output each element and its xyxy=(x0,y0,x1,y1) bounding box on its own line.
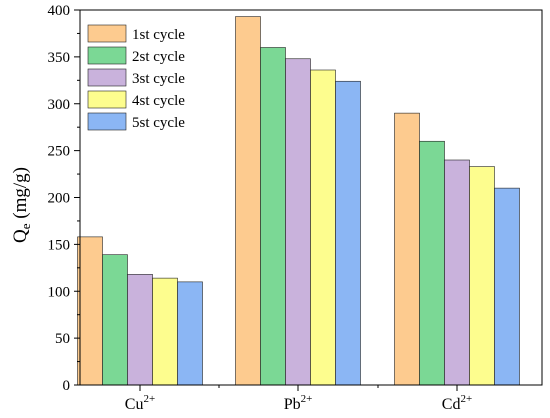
bars-group xyxy=(77,16,520,386)
y-tick-label: 250 xyxy=(48,144,71,160)
bar-cu-series-2 xyxy=(102,254,128,386)
y-tick-label: 200 xyxy=(48,191,71,207)
y-tick-label: 50 xyxy=(55,331,70,347)
legend-swatch xyxy=(87,68,127,87)
bar-pb-series-1 xyxy=(235,16,261,386)
legend-swatch xyxy=(87,24,127,43)
bar-pb-series-4 xyxy=(310,69,336,386)
y-tick-label: 150 xyxy=(48,237,71,253)
bar-cd-series-2 xyxy=(419,140,445,386)
bar-cu-series-1 xyxy=(77,236,103,386)
legend-swatch xyxy=(87,90,127,109)
bar-cd-series-5 xyxy=(494,187,520,386)
bar-pb-series-3 xyxy=(285,58,311,386)
bar-cu-series-4 xyxy=(152,277,178,386)
legend-swatch xyxy=(87,112,127,131)
y-tick-label: 400 xyxy=(48,3,71,19)
bar-cu-series-3 xyxy=(127,274,153,386)
bar-cd-series-1 xyxy=(394,112,420,386)
legend-label: 1st cycle xyxy=(132,27,185,43)
x-tick-label: Cd2+ xyxy=(442,393,472,413)
y-tick-label: 100 xyxy=(48,284,71,300)
x-ticks-group: Cu2+ Pb2+ Cd2+ xyxy=(125,385,472,413)
y-tick-label: 0 xyxy=(63,378,71,394)
bar-pb-series-5 xyxy=(335,80,361,386)
bar-pb-series-2 xyxy=(260,47,286,386)
y-tick-label: 300 xyxy=(48,97,71,113)
bar-cu-series-5 xyxy=(177,281,203,386)
x-tick-label: Pb2+ xyxy=(284,393,313,413)
y-tick-label: 350 xyxy=(48,50,71,66)
y-axis-label: Qe (mg/g) xyxy=(10,167,33,243)
legend-label: 4st cycle xyxy=(132,93,185,109)
x-tick-label: Cu2+ xyxy=(125,393,155,413)
legend-label: 2st cycle xyxy=(132,49,185,65)
legend-label: 3st cycle xyxy=(132,71,185,87)
legend-label: 5st cycle xyxy=(132,115,185,131)
bar-cd-series-3 xyxy=(444,159,470,386)
legend-swatch xyxy=(87,46,127,65)
y-ticks-group: 0 50 100 150 200 250 300 350 400 xyxy=(48,3,80,394)
legend: 1st cycle 2st cycle 3st cycle 4st cycle 5st … xyxy=(87,24,185,131)
bar-cd-series-4 xyxy=(469,166,495,386)
